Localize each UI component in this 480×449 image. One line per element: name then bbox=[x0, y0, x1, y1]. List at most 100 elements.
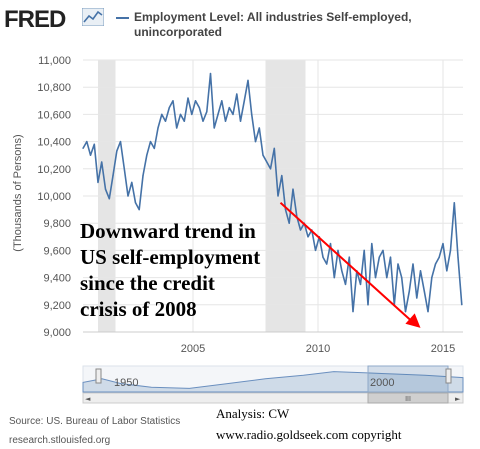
data-point bbox=[322, 256, 324, 258]
data-point bbox=[127, 195, 129, 197]
data-point bbox=[93, 143, 95, 145]
copyright-credit: www.radio.goldseek.com copyright bbox=[216, 427, 402, 442]
data-point bbox=[224, 120, 227, 122]
data-point bbox=[404, 311, 407, 313]
data-point bbox=[307, 236, 309, 238]
data-point bbox=[262, 154, 264, 156]
data-point bbox=[168, 107, 170, 109]
data-point bbox=[277, 195, 279, 197]
data-point bbox=[198, 107, 200, 109]
data-point bbox=[134, 202, 137, 204]
data-point bbox=[269, 168, 272, 170]
data-point bbox=[359, 283, 362, 285]
y-tick-label: 9,600 bbox=[43, 245, 71, 257]
data-point bbox=[101, 161, 103, 163]
data-point bbox=[179, 113, 182, 115]
series-line bbox=[82, 72, 463, 313]
data-point bbox=[217, 113, 219, 115]
data-point bbox=[209, 73, 212, 75]
data-point bbox=[266, 161, 268, 163]
x-tick-label: 2005 bbox=[181, 343, 205, 355]
data-point bbox=[187, 97, 189, 99]
data-point bbox=[183, 120, 185, 122]
source-url[interactable]: research.stlouisfed.org bbox=[9, 435, 111, 446]
data-point bbox=[412, 263, 414, 265]
data-point bbox=[243, 100, 245, 102]
data-point bbox=[273, 147, 275, 149]
data-point bbox=[161, 113, 163, 115]
y-tick-label: 10,800 bbox=[37, 82, 71, 94]
data-point bbox=[149, 141, 152, 143]
data-point bbox=[164, 120, 167, 122]
data-point bbox=[89, 154, 92, 156]
data-point bbox=[333, 277, 335, 279]
data-point bbox=[288, 222, 290, 224]
data-point bbox=[382, 249, 384, 251]
data-point bbox=[153, 147, 155, 149]
data-point bbox=[431, 277, 433, 279]
y-tick-label: 9,400 bbox=[43, 273, 71, 285]
y-tick-label: 11,000 bbox=[38, 55, 71, 67]
data-point bbox=[408, 290, 410, 292]
data-point bbox=[123, 168, 125, 170]
fred-logo: FRED bbox=[4, 6, 66, 33]
line-chart-icon bbox=[82, 8, 104, 26]
x-tick-label: 2010 bbox=[306, 343, 330, 355]
data-point bbox=[232, 113, 234, 115]
data-point bbox=[292, 188, 294, 190]
scroll-left-arrow[interactable]: ◄ bbox=[85, 395, 91, 403]
source-text: Source: US. Bureau of Labor Statistics bbox=[9, 416, 181, 427]
data-point bbox=[419, 270, 422, 272]
data-point bbox=[131, 181, 133, 183]
navigator-handle-right[interactable] bbox=[445, 368, 452, 384]
x-tick-label: 2015 bbox=[431, 343, 455, 355]
data-point bbox=[236, 93, 238, 95]
data-point bbox=[172, 100, 174, 102]
data-point bbox=[438, 256, 440, 258]
data-point bbox=[352, 311, 354, 313]
scrollbar-track[interactable] bbox=[82, 392, 464, 404]
data-point bbox=[251, 113, 253, 115]
data-point bbox=[146, 154, 148, 156]
data-point bbox=[397, 263, 399, 265]
data-point bbox=[116, 150, 118, 152]
data-point bbox=[284, 209, 287, 211]
data-point bbox=[449, 249, 452, 251]
trend-annotation: Downward trend in US self-employment sin… bbox=[80, 219, 261, 321]
data-point bbox=[442, 243, 444, 245]
data-point bbox=[299, 229, 302, 231]
data-point bbox=[194, 100, 197, 102]
data-point bbox=[344, 283, 347, 285]
data-point bbox=[374, 277, 377, 279]
data-point bbox=[191, 113, 193, 115]
navigator-selection[interactable] bbox=[367, 365, 449, 393]
data-point bbox=[86, 141, 88, 143]
data-point bbox=[457, 256, 459, 258]
data-point bbox=[108, 198, 110, 200]
data-point bbox=[389, 256, 392, 258]
scrollbar-thumb[interactable] bbox=[367, 392, 449, 404]
y-tick-label: 10,400 bbox=[37, 137, 71, 149]
trend-arrow-head bbox=[405, 313, 421, 328]
scroll-right-arrow[interactable]: ► bbox=[455, 395, 461, 403]
data-point bbox=[138, 209, 140, 211]
data-point bbox=[416, 297, 418, 299]
data-point bbox=[341, 270, 343, 272]
navigator-label-1950: 1950 bbox=[114, 377, 138, 389]
data-point bbox=[202, 120, 204, 122]
data-point bbox=[326, 263, 328, 265]
data-point bbox=[112, 175, 114, 177]
data-point bbox=[239, 120, 242, 122]
y-tick-label: 9,000 bbox=[43, 327, 71, 339]
data-point bbox=[367, 304, 369, 306]
data-point bbox=[446, 270, 448, 272]
data-point bbox=[228, 107, 230, 109]
data-point bbox=[434, 263, 437, 265]
data-point bbox=[423, 290, 425, 292]
data-point bbox=[371, 243, 373, 245]
data-point bbox=[82, 147, 84, 149]
navigator-label-2000: 2000 bbox=[370, 377, 394, 389]
navigator-handle-left[interactable] bbox=[95, 368, 102, 384]
